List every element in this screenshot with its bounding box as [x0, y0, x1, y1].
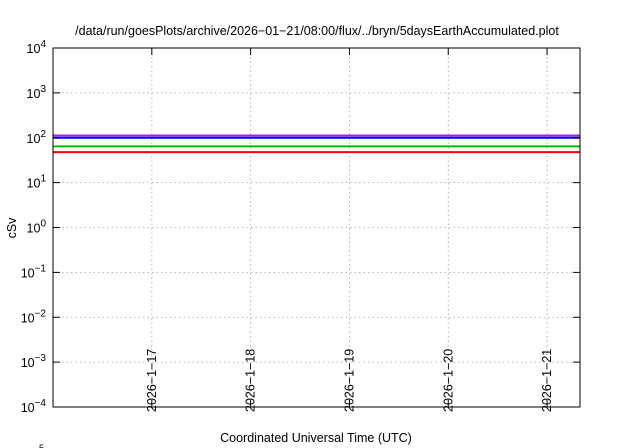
- grid: [53, 48, 580, 407]
- y-tick-label: 102: [27, 129, 47, 146]
- corner-mark: 5: [39, 443, 44, 448]
- x-tick-label: 2026−1−17: [145, 349, 159, 412]
- y-tick-label: 104: [27, 39, 47, 56]
- y-tick-label: 10−1: [21, 263, 47, 280]
- y-tick-label: 103: [27, 84, 47, 101]
- series-lines: [53, 134, 580, 154]
- y-tick-label: 101: [27, 174, 47, 191]
- y-tick-label: 10−4: [21, 398, 47, 415]
- chart-title: /data/run/goesPlots/archive/2026−01−21/0…: [75, 24, 559, 38]
- x-tick-label: 2026−1−21: [540, 349, 554, 412]
- plot-frame: [52, 47, 581, 408]
- x-tick-label: 2026−1−18: [244, 349, 258, 412]
- x-axis-label: Coordinated Universal Time (UTC): [220, 431, 412, 445]
- y-tick-label: 100: [27, 219, 47, 236]
- y-axis-label: cSv: [5, 217, 19, 239]
- y-tick-label: 10−3: [21, 353, 47, 370]
- tick-marks: [53, 47, 580, 408]
- x-tick-label: 2026−1−19: [342, 349, 356, 412]
- x-tick-label: 2026−1−20: [441, 349, 455, 412]
- y-tick-labels: 10−4 10−3 10−2 10−1 100 101 102 103 104: [21, 39, 47, 415]
- y-tick-label: 10−2: [21, 308, 47, 325]
- x-tick-labels: 2026−1−17 2026−1−18 2026−1−19 2026−1−20 2026…: [145, 349, 554, 412]
